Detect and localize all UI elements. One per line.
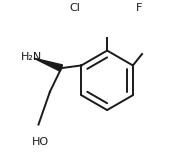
- Text: Cl: Cl: [70, 3, 81, 13]
- Text: HO: HO: [32, 137, 49, 147]
- Text: F: F: [136, 3, 142, 13]
- Text: H₂N: H₂N: [21, 52, 42, 62]
- Polygon shape: [34, 58, 63, 71]
